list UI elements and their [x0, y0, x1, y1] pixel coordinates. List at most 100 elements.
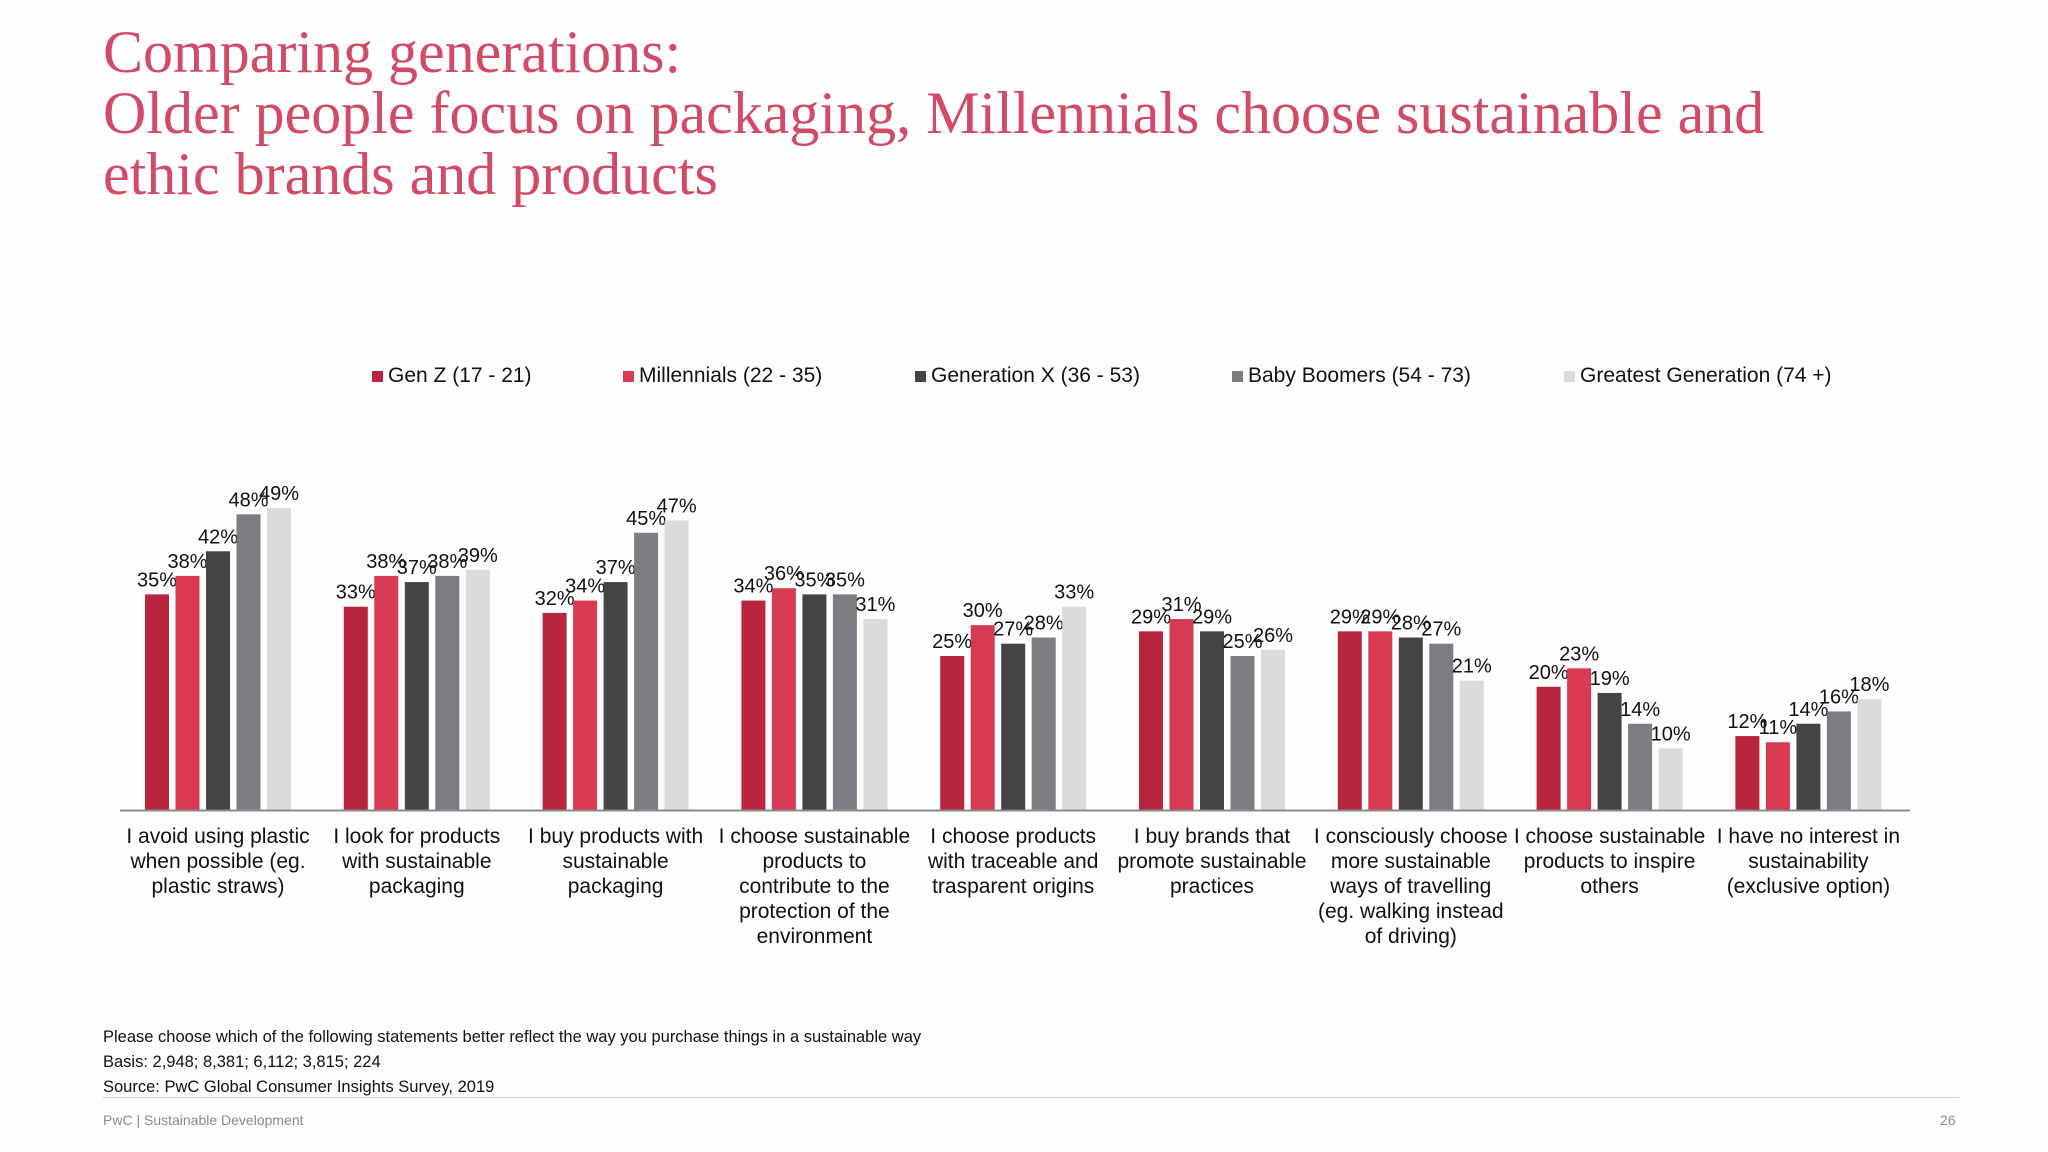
category-label: I buy brands that promote sustainable prac…	[1112, 824, 1312, 899]
data-label: 48%	[228, 489, 268, 511]
data-label: 45%	[626, 508, 666, 530]
data-label: 42%	[198, 526, 238, 548]
category-label-line: I buy products with	[528, 825, 704, 848]
category-label-line: of driving)	[1364, 925, 1457, 948]
bar	[206, 551, 230, 810]
legend-label: Gen Z (17 - 21)	[388, 364, 532, 387]
data-label: 10%	[1651, 723, 1691, 745]
data-label: 34%	[565, 576, 605, 598]
bar	[634, 532, 659, 810]
survey-question: Please choose which of the following sta…	[103, 1028, 922, 1046]
bar	[1031, 637, 1056, 810]
bar	[145, 594, 169, 810]
bar	[236, 514, 261, 810]
data-label: 18%	[1849, 674, 1889, 696]
bar	[970, 625, 995, 810]
bar	[404, 582, 429, 810]
page-number: 26	[1940, 1112, 1956, 1128]
bar	[1261, 649, 1285, 810]
data-label: 35%	[825, 569, 865, 591]
data-label: 16%	[1819, 686, 1859, 708]
category-label-line: I choose sustainable	[1513, 825, 1706, 848]
title-line-1: Comparing generations:	[103, 19, 682, 85]
legend-item: Baby Boomers (54 - 73)	[1232, 364, 1471, 388]
category-label-line: packaging	[368, 875, 465, 898]
bar	[1398, 637, 1423, 810]
data-label: 36%	[764, 563, 804, 585]
bar	[664, 520, 689, 810]
bar	[1536, 686, 1561, 810]
bar	[1139, 631, 1163, 810]
legend-item: Millennials (22 - 35)	[623, 364, 822, 388]
category-label-line: with sustainable	[342, 850, 492, 873]
bar	[542, 612, 567, 810]
data-label: 37%	[397, 557, 437, 579]
bar	[1857, 699, 1882, 810]
data-label: 35%	[137, 569, 177, 591]
data-label: 12%	[1727, 711, 1767, 733]
category-label: I consciously choose more sustainable ways…	[1311, 824, 1511, 949]
category-label-line: I avoid using plastic	[126, 825, 310, 848]
category-label-line: I choose sustainable	[718, 825, 911, 848]
category-label-line: I consciously choose	[1313, 825, 1508, 848]
data-label: 20%	[1529, 662, 1569, 684]
data-label: 25%	[1222, 631, 1262, 653]
category-label-line: I buy brands that	[1133, 825, 1291, 848]
data-label: 29%	[1360, 606, 1400, 628]
data-label: 38%	[167, 551, 207, 573]
bar	[1200, 631, 1224, 810]
legend-item: Generation X (36 - 53)	[915, 364, 1140, 388]
category-label-line: products to inspire	[1523, 850, 1696, 873]
category-label: I look for products with sustainable packa…	[317, 824, 517, 899]
category-label-line: trasparent origins	[932, 875, 1095, 898]
category-label-line: others	[1580, 875, 1639, 898]
category-label-line: (eg. walking instead	[1317, 900, 1504, 923]
category-label-line: sustainability	[1748, 850, 1869, 873]
bar	[374, 575, 399, 810]
bar	[1628, 723, 1653, 810]
category-label-line: practices	[1169, 875, 1255, 898]
bar	[863, 619, 888, 810]
footer-divider	[103, 1097, 1959, 1098]
source-note: Source: PwC Global Consumer Insights Sur…	[103, 1078, 495, 1096]
bar	[603, 582, 628, 810]
legend-item: Gen Z (17 - 21)	[372, 364, 532, 388]
legend-label: Baby Boomers (54 - 73)	[1248, 364, 1471, 387]
legend-swatch	[1232, 370, 1243, 382]
bar	[435, 575, 460, 810]
bar	[1765, 742, 1790, 810]
bar	[1796, 723, 1821, 810]
category-label: I have no interest in sustainability (excl…	[1708, 824, 1908, 899]
bar	[1567, 668, 1592, 810]
data-label: 14%	[1788, 699, 1828, 721]
bar	[1062, 606, 1087, 810]
data-label: 25%	[932, 631, 972, 653]
data-label: 27%	[993, 619, 1033, 641]
category-label-line: environment	[756, 925, 873, 948]
bar	[1459, 680, 1484, 810]
bar	[1169, 619, 1194, 810]
category-label: I buy products with sustainable packaging	[516, 824, 716, 899]
category-label: I choose products with traceable and trasp…	[913, 824, 1113, 899]
category-label-line: I look for products	[333, 825, 501, 848]
data-label: 38%	[427, 551, 467, 573]
data-label: 47%	[657, 495, 697, 517]
data-label: 35%	[794, 569, 834, 591]
bar	[802, 594, 827, 810]
category-label-line: packaging	[567, 875, 664, 898]
data-label: 28%	[1391, 613, 1431, 635]
category-label-line: promote sustainable	[1117, 850, 1307, 873]
category-label-line: protection of the	[739, 900, 890, 923]
data-label: 33%	[1054, 582, 1094, 604]
bar	[1735, 736, 1760, 810]
category-label-line: plastic straws)	[151, 875, 285, 898]
data-label: 11%	[1759, 717, 1798, 739]
data-label: 29%	[1131, 606, 1171, 628]
data-label: 19%	[1590, 668, 1630, 690]
title-line-3: ethic brands and products	[103, 141, 718, 207]
category-label-line: I have no interest in	[1716, 825, 1901, 848]
bar	[573, 600, 598, 810]
bar	[1826, 711, 1851, 810]
category-label-line: with traceable and	[927, 850, 1099, 873]
category-label-line: more sustainable	[1330, 850, 1491, 873]
